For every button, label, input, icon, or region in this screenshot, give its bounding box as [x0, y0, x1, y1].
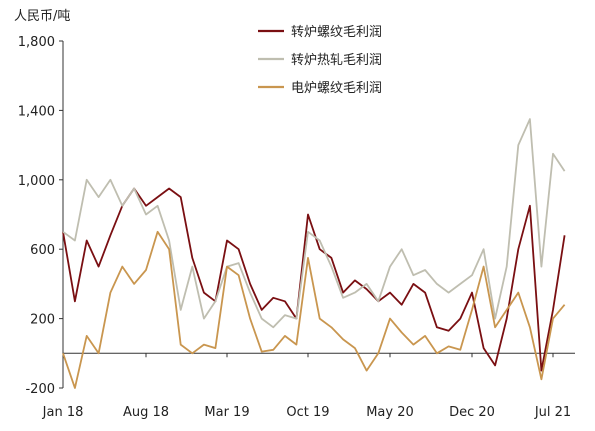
series-lines — [62, 118, 566, 389]
x-tick-label: Jul 21 — [534, 405, 571, 420]
legend-label-bof_rebar: 转炉螺纹毛利润 — [291, 25, 382, 40]
x-tick-label: Mar 19 — [204, 405, 249, 420]
y-axis — [59, 40, 64, 389]
y-axis-unit-label: 人民币/吨 — [14, 9, 70, 24]
y-tick-label: 1,000 — [18, 174, 55, 189]
y-tick-label: 1,800 — [18, 35, 55, 50]
x-tick-label: May 20 — [366, 405, 414, 420]
x-tick-label: Oct 19 — [286, 405, 329, 420]
series-line-bof_hrc — [62, 118, 566, 329]
x-tick-labels: Jan 18 Aug 18 Mar 19 Oct 19 May 20 Dec 20 Jul … — [42, 353, 571, 420]
legend-label-eaf_rebar: 电炉螺纹毛利润 — [291, 81, 382, 96]
x-tick-label: Jan 18 — [42, 405, 84, 420]
y-tick-label: 200 — [30, 313, 55, 328]
y-tick-label: -200 — [25, 382, 55, 397]
y-tick-label: 1,400 — [18, 104, 55, 119]
series-line-bof_rebar — [62, 187, 566, 372]
y-tick-label: 600 — [30, 243, 55, 258]
x-tick-label: Aug 18 — [123, 405, 169, 420]
legend-label-bof_hrc: 转炉热轧毛利润 — [291, 53, 382, 68]
x-tick-label: Dec 20 — [449, 405, 495, 420]
series-line-eaf_rebar — [62, 230, 566, 389]
y-tick-labels: -200 200 600 1,000 1,400 1,800 — [18, 35, 55, 397]
